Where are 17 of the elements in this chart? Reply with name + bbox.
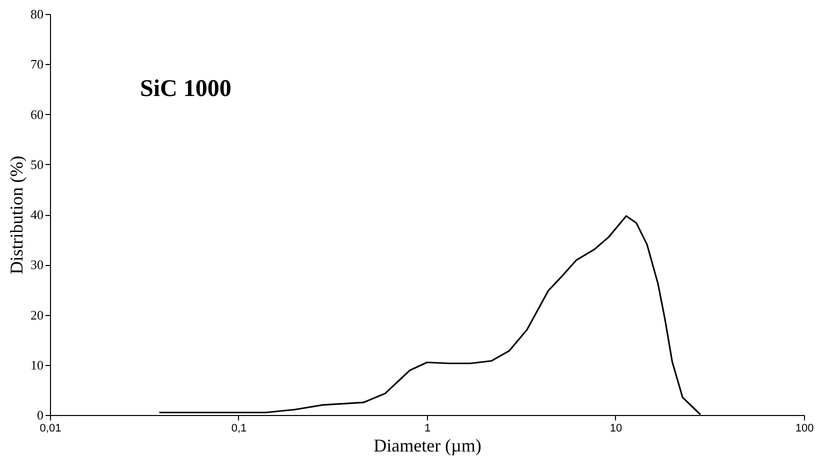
y-tick-label: 50: [30, 156, 44, 172]
y-tick-label: 30: [30, 257, 44, 272]
y-tick-label: 20: [30, 307, 44, 322]
y-axis-title: Distribution (%): [6, 156, 26, 274]
x-tick-label: 1: [424, 422, 431, 434]
x-tick-label: 100: [795, 422, 814, 434]
x-axis-title: Diameter (µm): [374, 436, 482, 456]
y-tick-label: 0: [37, 408, 44, 422]
y-tick-label: 40: [30, 207, 44, 222]
x-tick-label: 0,01: [40, 422, 62, 434]
annotation: SiC 1000: [140, 76, 232, 102]
x-tick-label: 10: [610, 422, 622, 434]
y-tick-label: 70: [30, 56, 44, 72]
x-tick-label: 0,1: [231, 422, 247, 434]
y-tick-label: 80: [30, 6, 44, 22]
y-tick-label: 10: [30, 357, 44, 372]
y-tick-label: 60: [30, 106, 44, 122]
